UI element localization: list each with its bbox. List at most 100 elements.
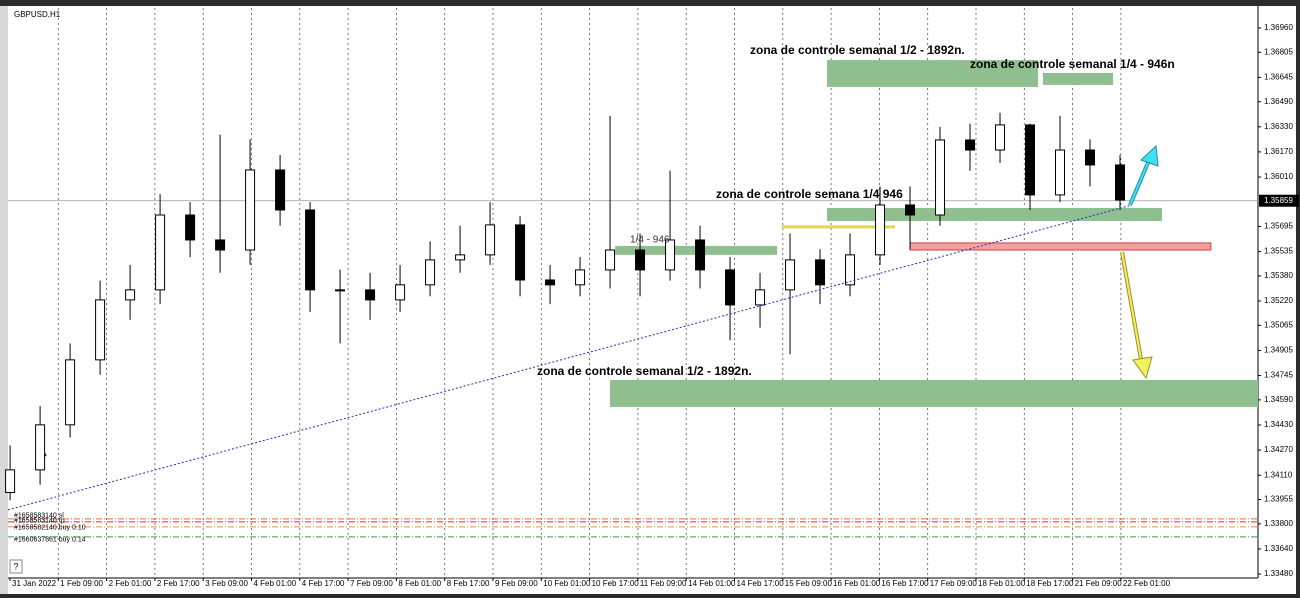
candle-body <box>575 269 586 286</box>
marks: 31 Jan 2022 1 Feb 09:00 2 Feb 01:00 2 Feb 1… <box>5 8 1299 588</box>
y-tick-label: 1.36170 <box>1264 147 1293 156</box>
x-tick-label: 7 Feb 09:00 <box>350 579 393 588</box>
toolbar-strip <box>0 6 8 594</box>
candle-body <box>425 259 436 286</box>
candle-body <box>215 239 226 251</box>
x-tick-label: 17 Feb 09:00 <box>930 579 978 588</box>
candle-body <box>1055 149 1066 196</box>
candle-body <box>335 289 346 292</box>
candle-body <box>905 204 916 216</box>
x-tick-label: 8 Feb 17:00 <box>447 579 490 588</box>
candle-body <box>935 139 946 216</box>
x-tick-label: 8 Feb 01:00 <box>398 579 441 588</box>
annotation: zona de controle semanal 1/4 - 946n <box>970 57 1175 71</box>
y-tick-label: 1.34270 <box>1264 445 1293 454</box>
candle-body <box>665 239 676 271</box>
order-label: #1658582140 buy 0.10 <box>14 525 86 532</box>
y-tick-label: 1.33800 <box>1264 519 1293 528</box>
zone <box>826 60 1039 87</box>
candle-body <box>815 259 826 286</box>
y-tick-label: 1.34590 <box>1264 395 1293 404</box>
y-tick-label: 1.36805 <box>1264 47 1293 56</box>
x-tick-label: 2 Feb 01:00 <box>109 579 152 588</box>
candle-body <box>485 224 496 256</box>
candle-body <box>155 214 166 291</box>
cyan-arrowhead <box>1140 144 1159 167</box>
candle-body <box>305 209 316 291</box>
x-tick-label: 10 Feb 17:00 <box>592 579 640 588</box>
candle-body <box>545 279 556 286</box>
candle-body <box>1085 149 1096 166</box>
x-tick-label: 15 Feb 09:00 <box>785 579 833 588</box>
annotation: zona de controle semana 1/4 946 <box>716 187 903 201</box>
y-tick-label: 1.36330 <box>1264 122 1293 131</box>
chart-area <box>8 6 1296 594</box>
price-box-label: 1.35859 <box>1264 196 1293 205</box>
order-label: #1658583140 tp <box>14 518 65 525</box>
y-tick-label: 1.35535 <box>1264 247 1293 256</box>
zone <box>610 379 1258 407</box>
annotation: 1/4 - 946 <box>630 235 670 246</box>
x-tick-label: 1 Feb 09:00 <box>60 579 103 588</box>
x-tick-label: 14 Feb 01:00 <box>688 579 736 588</box>
candle-body <box>845 254 856 286</box>
x-tick-label: 21 Feb 09:00 <box>1075 579 1123 588</box>
y-tick-label: 1.35065 <box>1264 320 1293 329</box>
help-icon[interactable]: ? <box>13 561 18 571</box>
order-label: #1660637861 buy 0.14 <box>14 537 86 544</box>
x-tick-label: 16 Feb 17:00 <box>881 579 929 588</box>
candle-body <box>5 469 16 493</box>
candle-body <box>965 139 976 151</box>
candle-body <box>1115 164 1126 201</box>
candle-body <box>725 269 736 306</box>
y-tick-label: 1.36010 <box>1264 172 1293 181</box>
y-tick-label: 1.33640 <box>1264 544 1293 553</box>
y-tick-label: 1.34110 <box>1264 470 1293 479</box>
x-tick-label: 14 Feb 17:00 <box>737 579 785 588</box>
candle-body <box>455 254 466 261</box>
x-tick-label: 4 Feb 17:00 <box>302 579 345 588</box>
y-tick-label: 1.35380 <box>1264 271 1293 280</box>
order-label: #1658583140 sl <box>14 513 64 520</box>
candle-body <box>275 169 286 211</box>
candle-body <box>365 289 376 301</box>
candle-body <box>995 124 1006 151</box>
x-tick-label: 3 Feb 09:00 <box>205 579 248 588</box>
candle-body <box>875 204 886 256</box>
x-tick-label: 4 Feb 01:00 <box>254 579 297 588</box>
y-tick-label: 1.36960 <box>1264 23 1293 32</box>
candle-body <box>35 424 46 471</box>
y-tick-label: 1.34745 <box>1264 371 1293 380</box>
yellow-arrowhead <box>1132 356 1153 380</box>
candle-body <box>395 284 406 301</box>
x-tick-label: 11 Feb 09:00 <box>640 579 687 588</box>
help-button[interactable] <box>9 559 23 574</box>
candle-body <box>515 224 526 281</box>
candle-body <box>635 249 646 271</box>
candle-body <box>755 289 766 306</box>
y-tick-label: 1.34905 <box>1264 346 1293 355</box>
y-tick-label: 1.34430 <box>1264 420 1293 429</box>
candle-body <box>785 259 796 291</box>
candle-body <box>185 214 196 241</box>
candle-body <box>1025 124 1036 196</box>
x-tick-label: 22 Feb 01:00 <box>1123 579 1171 588</box>
annotation: zona de controle semanal 1/2 - 1892n. <box>537 364 752 378</box>
candle-body <box>605 249 616 271</box>
x-tick-label: 31 Jan 2022 <box>12 579 57 588</box>
cyan-arrow-inner <box>1129 157 1151 206</box>
candle-body <box>245 169 256 251</box>
y-tick-label: 1.36490 <box>1264 97 1293 106</box>
x-tick-label: 18 Feb 01:00 <box>978 579 1026 588</box>
yellow-arrow-inner <box>1121 251 1143 366</box>
zone <box>1042 72 1114 85</box>
x-tick-label: 10 Feb 01:00 <box>543 579 591 588</box>
y-tick-label: 1.35220 <box>1264 296 1293 305</box>
x-tick-label: 2 Feb 17:00 <box>157 579 200 588</box>
x-tick-label: 16 Feb 01:00 <box>833 579 881 588</box>
x-tick-label: 9 Feb 09:00 <box>495 579 538 588</box>
candle-body <box>695 239 706 271</box>
candle-body <box>95 299 106 361</box>
chart-title: GBPUSD,H1 <box>14 10 61 19</box>
